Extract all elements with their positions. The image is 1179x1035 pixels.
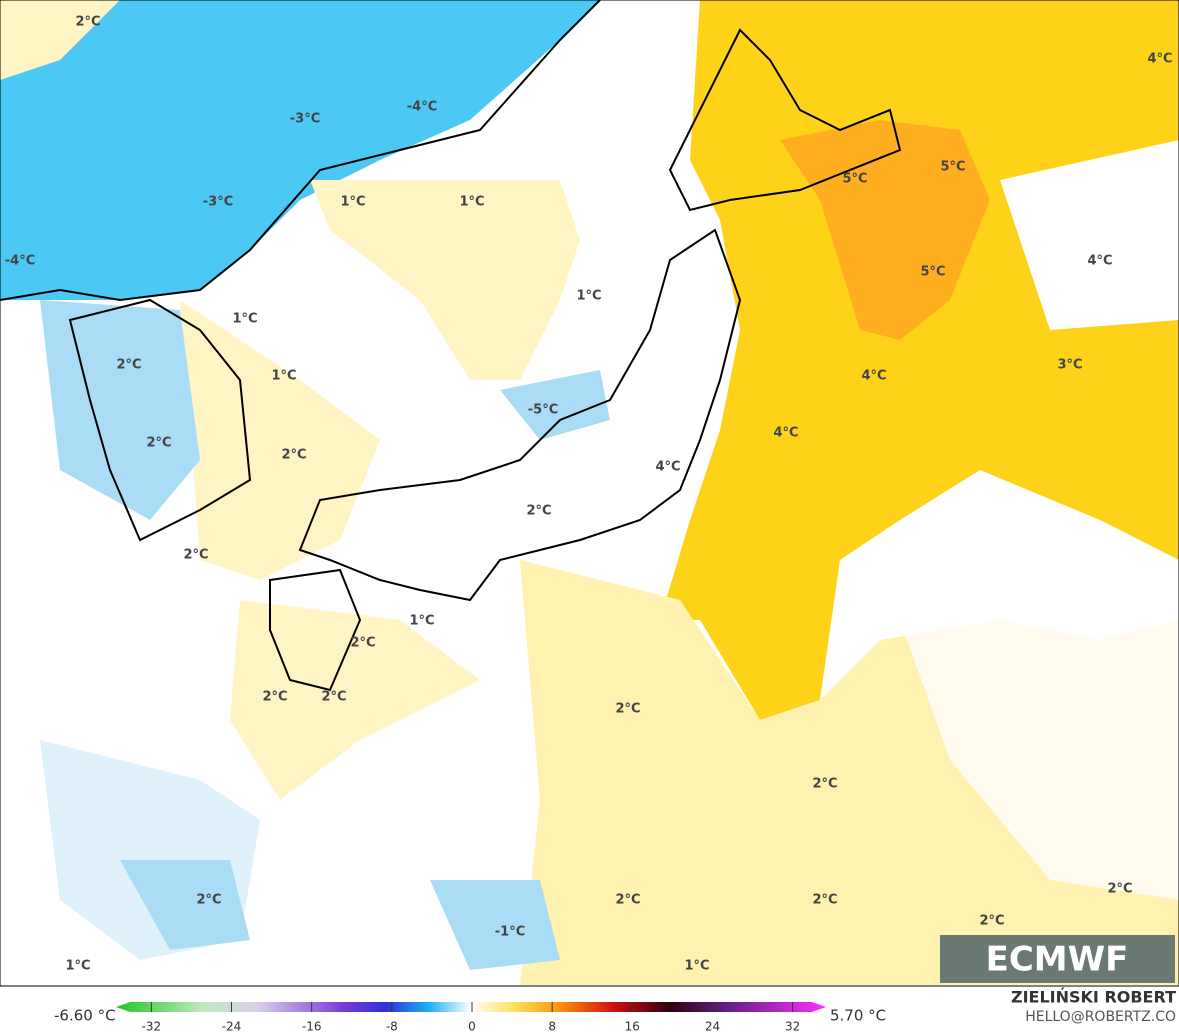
temperature-label: 2°C	[812, 893, 837, 908]
logo: ECMWF	[986, 940, 1129, 980]
temperature-label: 1°C	[409, 614, 434, 629]
colorbar: -32 -24 -16 -8 0 8 16 24 32	[116, 1002, 826, 1034]
temperature-label: -4°C	[5, 254, 35, 269]
temperature-label: 5°C	[920, 265, 945, 280]
temperature-label: -3°C	[203, 195, 233, 210]
temperature-label: -1°C	[495, 925, 525, 940]
temperature-label: 1°C	[232, 312, 257, 327]
temperature-label: 4°C	[773, 426, 798, 441]
temperature-label: 1°C	[340, 195, 365, 210]
temperature-label: 2°C	[615, 893, 640, 908]
temperature-label: 2°C	[615, 702, 640, 717]
map: ECMWF 2°C 4°C -4°C -3°C 5°C 5°C 1°C 1°C -3°C -4°C…	[0, 0, 1179, 985]
temperature-label: 5°C	[940, 160, 965, 175]
map-labels: 2°C 4°C -4°C -3°C 5°C 5°C 1°C 1°C -3°C -4°C 4°C 5°C…	[5, 15, 1173, 974]
temperature-label: 2°C	[262, 690, 287, 705]
colorbar-tick-label: -16	[302, 1020, 322, 1034]
credit-name: ZIELIŃSKI ROBERT	[1011, 988, 1176, 1007]
temperature-label: 2°C	[116, 358, 141, 373]
temperature-label: 1°C	[576, 289, 601, 304]
colorbar-tick-label: 8	[548, 1020, 556, 1034]
temperature-label: 2°C	[196, 893, 221, 908]
temperature-label: -3°C	[290, 112, 320, 127]
temperature-label: 2°C	[526, 504, 551, 519]
temperature-label: 5°C	[842, 172, 867, 187]
temperature-label: 2°C	[183, 548, 208, 563]
temperature-label: 1°C	[65, 959, 90, 974]
temperature-label: 2°C	[281, 448, 306, 463]
colorbar-max: 5.70 °C	[830, 1007, 886, 1025]
temperature-label: 4°C	[655, 460, 680, 475]
temperature-label: 2°C	[812, 777, 837, 792]
temperature-label: 3°C	[1057, 358, 1082, 373]
temperature-label: 4°C	[861, 369, 886, 384]
temperature-label: 4°C	[1147, 52, 1172, 67]
temperature-label: 2°C	[979, 914, 1004, 929]
credit-email: HELLO@ROBERTZ.CO	[1025, 1009, 1176, 1025]
colorbar-tick-label: -8	[386, 1020, 398, 1034]
temperature-label: 2°C	[75, 15, 100, 30]
temperature-label: -4°C	[407, 100, 437, 115]
colorbar-tick-label: 32	[785, 1020, 800, 1034]
temperature-label: 1°C	[459, 195, 484, 210]
temperature-label: 1°C	[271, 369, 296, 384]
colorbar-tick-label: -32	[142, 1020, 162, 1034]
temperature-label: 1°C	[684, 959, 709, 974]
temperature-label: 2°C	[321, 690, 346, 705]
colorbar-tick-label: -24	[222, 1020, 242, 1034]
colorbar-min: -6.60 °C	[54, 1007, 116, 1025]
colorbar-tick-label: 16	[625, 1020, 640, 1034]
temperature-label: -5°C	[528, 403, 558, 418]
temperature-label: 2°C	[146, 436, 171, 451]
temperature-label: 2°C	[350, 636, 375, 651]
temperature-label: 4°C	[1087, 254, 1112, 269]
temperature-label: 2°C	[1107, 882, 1132, 897]
colorbar-tick-label: 0	[468, 1020, 476, 1034]
colorbar-tick-label: 24	[705, 1020, 720, 1034]
